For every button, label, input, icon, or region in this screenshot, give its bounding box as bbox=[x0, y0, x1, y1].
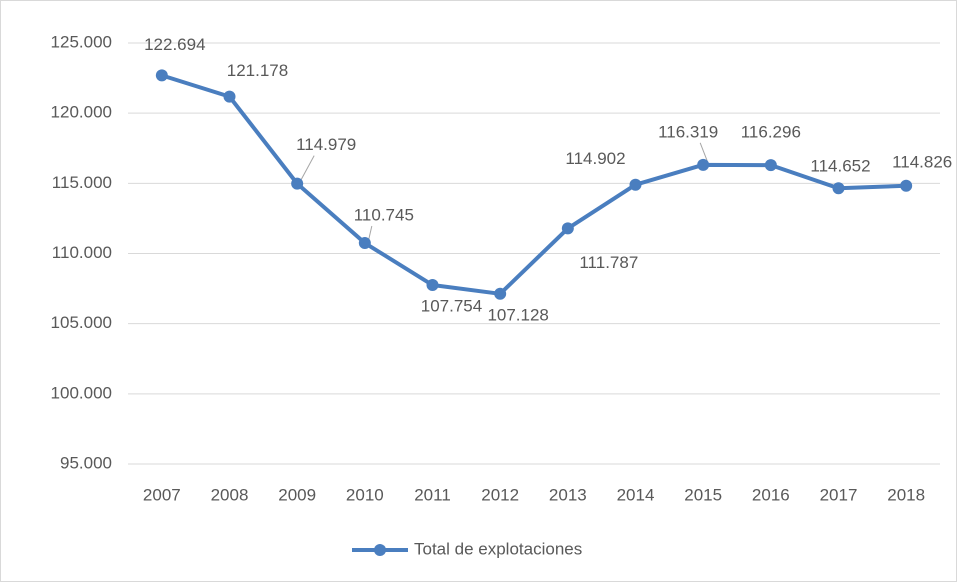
data-point bbox=[832, 182, 845, 195]
leader-line bbox=[699, 142, 708, 162]
data-label: 107.754 bbox=[421, 297, 482, 316]
data-point bbox=[494, 287, 507, 300]
leader-line bbox=[368, 225, 373, 240]
data-point bbox=[629, 178, 642, 191]
y-tick-label: 95.000 bbox=[60, 453, 112, 472]
x-tick-label: 2017 bbox=[820, 485, 858, 504]
data-label: 111.787 bbox=[579, 253, 638, 272]
x-tick-label: 2012 bbox=[481, 485, 519, 504]
data-point bbox=[358, 237, 371, 250]
x-tick-label: 2009 bbox=[278, 485, 316, 504]
x-tick-label: 2013 bbox=[549, 485, 587, 504]
data-label: 122.694 bbox=[144, 35, 205, 54]
y-tick-label: 100.000 bbox=[51, 383, 112, 402]
data-point bbox=[291, 177, 304, 190]
data-label: 116.296 bbox=[741, 123, 801, 142]
leader-line bbox=[300, 155, 315, 180]
x-tick-label: 2008 bbox=[211, 485, 249, 504]
data-label: 114.979 bbox=[296, 135, 356, 154]
data-point bbox=[900, 179, 913, 192]
series-line bbox=[161, 73, 907, 296]
x-tick-label: 2014 bbox=[617, 485, 655, 504]
data-point bbox=[561, 222, 574, 235]
data-label: 114.826 bbox=[892, 152, 952, 171]
x-tick-label: 2010 bbox=[346, 485, 384, 504]
y-tick-label: 105.000 bbox=[51, 313, 112, 332]
y-tick-label: 115.000 bbox=[52, 173, 112, 192]
y-tick-label: 110.000 bbox=[52, 243, 112, 262]
legend-label: Total de explotaciones bbox=[414, 539, 582, 558]
data-point bbox=[697, 158, 710, 171]
x-tick-label: 2015 bbox=[684, 485, 722, 504]
y-tick-label: 125.000 bbox=[51, 32, 112, 51]
y-tick-label: 120.000 bbox=[51, 103, 112, 122]
data-point bbox=[223, 90, 236, 103]
x-tick-label: 2018 bbox=[887, 485, 925, 504]
data-point bbox=[426, 279, 439, 292]
data-label: 116.319 bbox=[658, 122, 718, 141]
data-point bbox=[155, 69, 168, 82]
x-tick-label: 2011 bbox=[414, 485, 451, 504]
legend-marker bbox=[374, 544, 386, 556]
x-tick-label: 2007 bbox=[143, 485, 181, 504]
data-label: 121.178 bbox=[227, 61, 288, 80]
x-tick-label: 2016 bbox=[752, 485, 790, 504]
data-label: 114.902 bbox=[565, 149, 625, 168]
data-label: 107.128 bbox=[487, 305, 548, 324]
data-label: 110.745 bbox=[354, 206, 414, 225]
data-label: 114.652 bbox=[810, 157, 870, 176]
data-point bbox=[764, 159, 777, 172]
